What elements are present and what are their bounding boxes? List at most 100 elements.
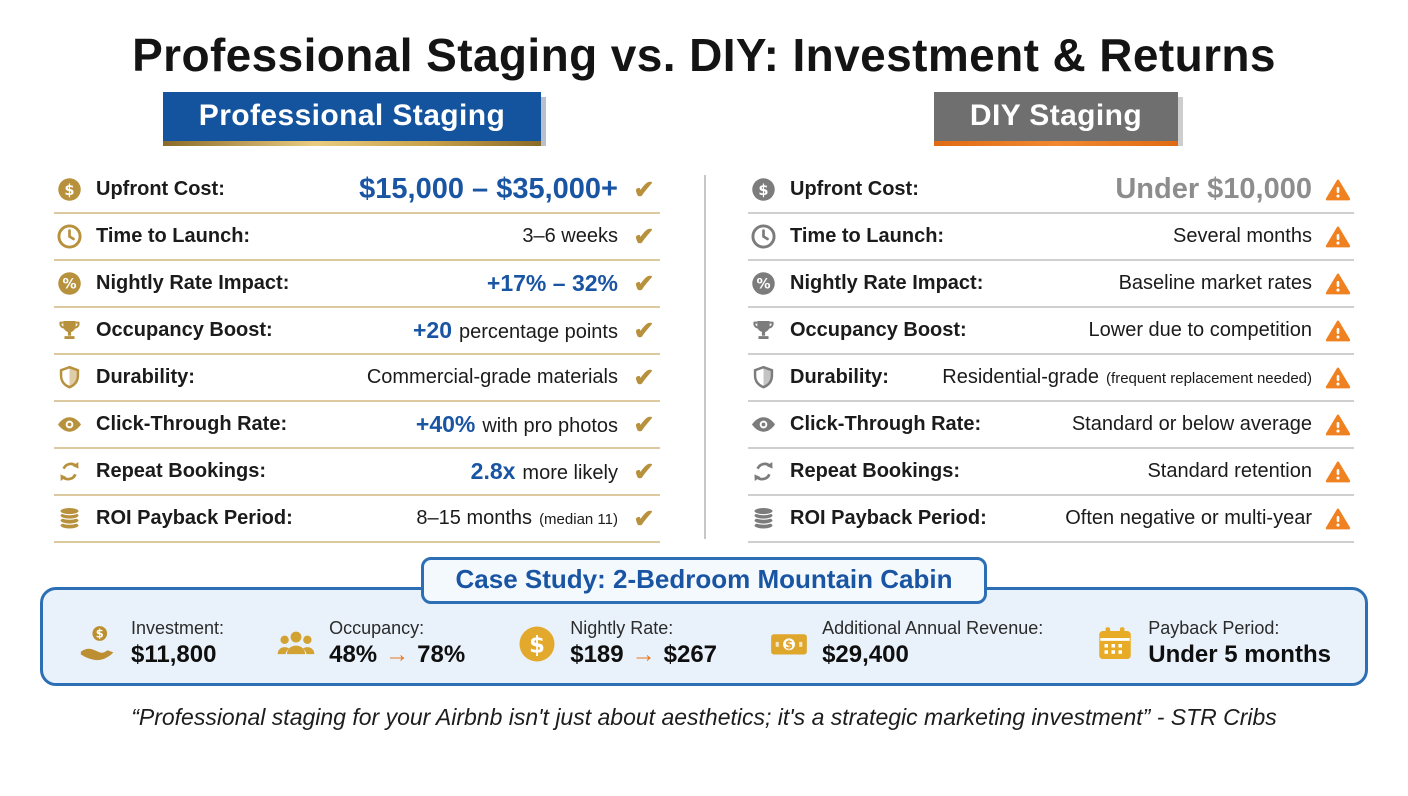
check-icon: ✔ <box>633 363 655 392</box>
row-value: 2.8x more likely <box>470 458 618 484</box>
people-group-icon <box>275 623 317 665</box>
page-title: Professional Staging vs. DIY: Investment… <box>132 29 1276 81</box>
comparison-columns: Upfront Cost: $15,000 – $35,000+ ✔ Time … <box>0 167 1408 543</box>
case-study-section: Case Study: 2-Bedroom Mountain Cabin Inv… <box>40 557 1368 686</box>
row-click-through-rate: Click-Through Rate: +40% with pro photos… <box>54 402 660 449</box>
check-icon: ✔ <box>633 410 655 439</box>
row-durability: Durability: Commercial-grade materials ✔ <box>54 355 660 402</box>
warning-icon <box>1322 318 1354 344</box>
staging-comparison-infographic: Professional Staging vs. DIY: Investment… <box>0 28 1408 796</box>
row-value: Residential-grade (frequent replacement … <box>942 366 1312 388</box>
warning-icon <box>1322 412 1354 438</box>
stat-text: Payback Period: Under 5 months <box>1148 618 1331 669</box>
diy-staging-banner: DIY Staging <box>933 92 1179 146</box>
arrow-icon: → <box>631 641 656 668</box>
row-occupancy-boost: Occupancy Boost: Lower due to competitio… <box>748 308 1354 355</box>
warning-icon <box>1322 271 1354 297</box>
row-upfront-cost: Upfront Cost: Under $10,000 <box>748 167 1354 214</box>
row-label: Nightly Rate Impact: <box>790 272 984 294</box>
row-label: Durability: <box>96 366 195 388</box>
stat-nightly-rate: Nightly Rate: $189 → $267 <box>516 618 717 669</box>
row-value: Under $10,000 <box>1115 173 1312 205</box>
warning-icon <box>1322 177 1354 203</box>
row-value: Commercial-grade materials <box>366 366 618 388</box>
case-study-title-label: Case Study: 2-Bedroom Mountain Cabin <box>455 564 953 594</box>
stat-label: Investment: <box>131 618 225 638</box>
pro-header-label: Professional Staging <box>198 99 506 132</box>
stat-text: Occupancy: 48% → 78% <box>329 618 465 669</box>
professional-staging-banner: Professional Staging <box>162 92 542 146</box>
stat-text: Additional Annual Revenue: $29,400 <box>822 618 1043 669</box>
dollar-coin-icon <box>748 176 778 204</box>
stat-label: Nightly Rate: <box>570 618 674 638</box>
calendar-icon <box>1094 623 1136 665</box>
row-label: Nightly Rate Impact: <box>96 272 290 294</box>
stat-text: Investment: $11,800 <box>131 618 224 669</box>
check-icon: ✔ <box>633 269 655 298</box>
stat-value: $29,400 <box>822 641 909 668</box>
row-nightly-rate-impact: Nightly Rate Impact: +17% – 32% ✔ <box>54 261 660 308</box>
diy-header-label: DIY Staging <box>969 99 1143 132</box>
row-label: Upfront Cost: <box>790 178 919 200</box>
row-value: 3–6 weeks <box>522 225 618 247</box>
row-label: Repeat Bookings: <box>790 460 961 482</box>
row-label: Durability: <box>790 366 889 388</box>
stat-annual-revenue: Additional Annual Revenue: $29,400 <box>768 618 1043 669</box>
stat-label: Additional Annual Revenue: <box>822 618 1044 638</box>
stat-value: 48% → 78% <box>329 641 466 668</box>
row-label: Click-Through Rate: <box>790 413 982 435</box>
stat-value: $189 → $267 <box>570 641 718 668</box>
check-icon: ✔ <box>633 316 655 345</box>
warning-icon <box>1322 365 1354 391</box>
row-value: 8–15 months (median 11) <box>416 507 618 529</box>
row-label: Occupancy Boost: <box>96 319 273 341</box>
arrow-icon: → <box>385 641 410 668</box>
row-value: +17% – 32% <box>486 270 618 296</box>
row-durability: Durability: Residential-grade (frequent … <box>748 355 1354 402</box>
warning-icon <box>1322 224 1354 250</box>
row-value: $15,000 – $35,000+ <box>359 173 618 205</box>
warning-icon <box>1322 459 1354 485</box>
repeat-arrows-icon <box>748 458 778 486</box>
stat-occupancy: Occupancy: 48% → 78% <box>275 618 465 669</box>
shield-icon <box>54 364 84 392</box>
row-occupancy-boost: Occupancy Boost: +20 percentage points ✔ <box>54 308 660 355</box>
row-repeat-bookings: Repeat Bookings: Standard retention <box>748 449 1354 496</box>
check-icon: ✔ <box>633 175 655 204</box>
row-label: Time to Launch: <box>790 225 945 247</box>
eye-icon <box>748 411 778 439</box>
row-repeat-bookings: Repeat Bookings: 2.8x more likely ✔ <box>54 449 660 496</box>
row-label: ROI Payback Period: <box>790 507 987 529</box>
coins-stack-icon <box>54 505 84 533</box>
professional-column: Upfront Cost: $15,000 – $35,000+ ✔ Time … <box>10 167 704 543</box>
dollar-coin-icon <box>516 623 558 665</box>
trophy-icon <box>748 317 778 345</box>
money-bill-icon <box>768 623 810 665</box>
stat-investment: Investment: $11,800 <box>77 618 224 669</box>
row-time-to-launch: Time to Launch: 3–6 weeks ✔ <box>54 214 660 261</box>
row-value: +40% with pro photos <box>415 411 618 437</box>
row-label: Occupancy Boost: <box>790 319 967 341</box>
stat-label: Occupancy: <box>329 618 425 638</box>
eye-icon <box>54 411 84 439</box>
clock-icon <box>54 223 84 251</box>
row-value: Standard or below average <box>1071 413 1312 435</box>
case-study-title: Case Study: 2-Bedroom Mountain Cabin <box>420 557 988 604</box>
row-roi-payback: ROI Payback Period: Often negative or mu… <box>748 496 1354 543</box>
trophy-icon <box>54 317 84 345</box>
row-nightly-rate-impact: Nightly Rate Impact: Baseline market rat… <box>748 261 1354 308</box>
row-label: Repeat Bookings: <box>96 460 267 482</box>
stat-value: Under 5 months <box>1148 641 1331 668</box>
hand-coin-icon <box>77 623 119 665</box>
diy-header-area: DIY Staging <box>704 92 1408 146</box>
shield-icon <box>748 364 778 392</box>
coins-stack-icon <box>748 505 778 533</box>
row-value: Several months <box>1173 225 1312 247</box>
row-label: ROI Payback Period: <box>96 507 293 529</box>
row-value: Lower due to competition <box>1088 319 1312 341</box>
warning-icon <box>1322 506 1354 532</box>
percent-badge-icon <box>748 270 778 298</box>
check-icon: ✔ <box>633 504 655 533</box>
pro-header-area: Professional Staging <box>0 92 704 146</box>
repeat-arrows-icon <box>54 458 84 486</box>
